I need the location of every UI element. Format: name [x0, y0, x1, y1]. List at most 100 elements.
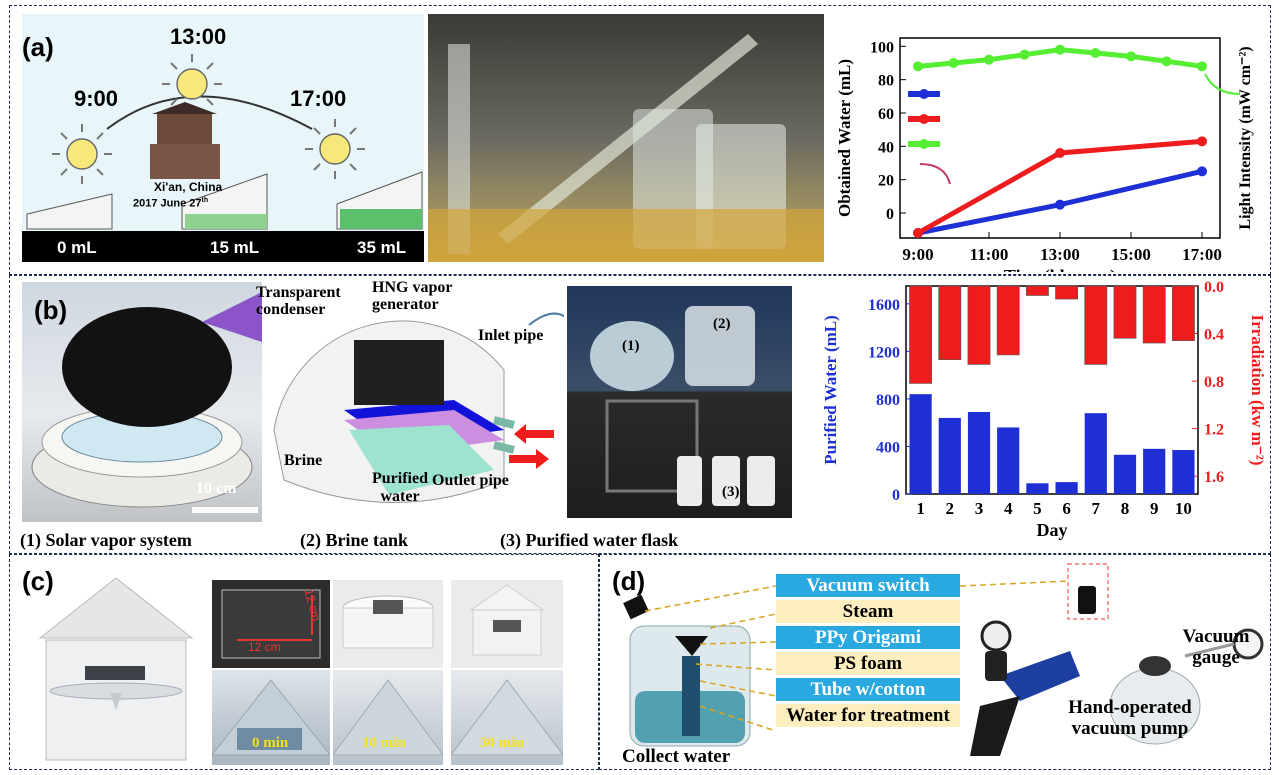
chart-b-bar-water: [1172, 450, 1195, 494]
tower-icon: [150, 102, 220, 179]
chart-b-x-tick-label: 7: [1092, 499, 1101, 518]
chart-a-y-tick-label: 20: [878, 173, 894, 190]
volume-label-35: 35 mL: [357, 238, 407, 257]
device-photo-1: [212, 580, 330, 668]
chart-b-bar-water: [1113, 454, 1137, 494]
chart-b-bar-irradiation: [1113, 285, 1137, 339]
item-ps-foam: PS foam: [776, 652, 960, 675]
item-vacuum-switch: Vacuum switch: [776, 574, 960, 597]
panel-d-frame: [599, 554, 1271, 770]
purified-label: Purified water: [372, 470, 428, 505]
photo-tag-3: (3): [722, 484, 740, 500]
chart-a-y-tick-label: 80: [878, 73, 894, 90]
field-setup-drawing: [590, 306, 775, 506]
chart-a-point: [1126, 51, 1136, 62]
photo-tag-2: (2): [713, 316, 731, 332]
chart-a-point: [1090, 48, 1101, 58]
chart-b-y-tick-label: 1200: [868, 344, 900, 361]
device-photo-2-drawing: [342, 595, 434, 649]
item-steam: Steam: [776, 600, 960, 623]
time-label-9: 9:00: [74, 86, 119, 111]
chart-b-bar-water: [1026, 483, 1049, 494]
chart-b-bar-water: [1084, 413, 1107, 494]
generator-label: HNG vapor generator: [372, 279, 453, 313]
cone-photo-1-drawing: [212, 679, 330, 756]
sun-schedule-illustration: [22, 14, 424, 262]
inlet-label: Inlet pipe: [478, 327, 544, 344]
chart-b-bar-irradiation: [967, 285, 991, 365]
device-photo-3: [451, 580, 563, 668]
panel-a-label: (a): [22, 32, 54, 62]
panel-d-drawing: [623, 563, 1264, 756]
brine-label: Brine: [284, 452, 323, 469]
chart-a-legend-marker: [919, 139, 929, 149]
sun-icon: [66, 68, 351, 170]
cone-photo-1: [212, 670, 330, 765]
cone-photo-2-drawing: [333, 679, 443, 756]
chart-b-y-tick-label: 400: [876, 439, 900, 456]
chart-b-xlabel: Day: [1037, 520, 1068, 540]
chart-b-bar-irradiation: [1055, 285, 1078, 300]
chart-a-x-tick-label: 15:00: [1111, 245, 1151, 264]
chart-b-y2-tick-label: 1.6: [1204, 469, 1224, 486]
caption-solar-vapor: (1) Solar vapor system: [20, 530, 192, 550]
chart-a-marks: 0 20 40 60 80 100 9:00 11:00 13:00 15:00 17:00 Time…: [835, 37, 1254, 272]
item-water-for-treatment: Water for treatment: [776, 704, 960, 727]
panel-a-frame: [9, 5, 1271, 275]
chart-a-x-tick-label: 13:00: [1040, 245, 1080, 264]
chart-b-marks: 1 2 3 4 5 6 7 8 9 10 0 400 800 1200 1600 0.0 0.4 0.8 1.2 1.…: [821, 279, 1267, 540]
cone-photo-3: [451, 670, 563, 765]
chart-b-y-tick-label: 0: [892, 487, 900, 504]
chart-a-point: [984, 54, 994, 65]
chart-b-ylabel: Purified Water (mL): [821, 315, 840, 465]
lab-photo-drawing: [428, 34, 824, 262]
sun-arc-drawing: [22, 54, 424, 262]
chart-b-ylabel2: Irradiation (kw m⁻²): [1248, 314, 1267, 465]
outlet-label: Outlet pipe: [432, 472, 509, 489]
caption-brine-tank: (2) Brine tank: [300, 530, 408, 550]
chart-a-ylabel2: Light Intensity (mW cm⁻²): [1237, 46, 1254, 229]
pump-label: Hand-operated vacuum pump: [1068, 697, 1192, 739]
chart-a-point: [913, 228, 923, 238]
chart-a-left-axis-arrow: [919, 163, 951, 185]
chart-b-bar-irradiation: [1026, 285, 1049, 296]
collect-water-label: Collect water: [622, 746, 731, 767]
chart-b-bar-water: [909, 394, 932, 494]
condenser-label: Transparent condenser: [256, 284, 341, 318]
time-label-30min: 30 min: [480, 735, 524, 751]
chart-b-x-tick-label: 8: [1121, 499, 1130, 518]
panel-c-frame: [9, 554, 599, 770]
chart-b-x-tick-label: 10: [1175, 499, 1192, 518]
item-tube-w-cotton: Tube w/cotton: [776, 678, 960, 701]
chart-a-legend-marker: [919, 114, 929, 124]
lab-photo: [428, 14, 824, 262]
chart-a-legend-marker: [919, 89, 929, 99]
chart-b: 1 2 3 4 5 6 7 8 9 10 0 400 800 1200 1600 0.0 0.4 0.8 1.2 1.…: [821, 279, 1267, 540]
chart-b-bar-water: [1055, 482, 1078, 494]
volume-label-0: 0 mL: [57, 238, 97, 257]
vacuum-pump-icon: [970, 620, 1080, 756]
chart-a-x-tick-label: 11:00: [970, 245, 1009, 264]
chart-b-y2-tick-label: 0.8: [1204, 374, 1224, 391]
chart-b-y2-tick-label: 0.0: [1204, 279, 1224, 296]
time-label-0min: 0 min: [252, 735, 289, 751]
chart-b-x-tick-label: 1: [916, 499, 925, 518]
chart-b-x-tick-label: 3: [975, 499, 984, 518]
inlet-arrow-icon: [514, 424, 554, 444]
panel-c-label: (c): [22, 566, 54, 596]
chart-a-y-tick-label: 0: [886, 206, 894, 223]
outlet-arrow-icon: [509, 449, 549, 469]
solar-vapor-photo: [22, 282, 262, 522]
chart-b-bar-irradiation: [1172, 285, 1195, 341]
date-label: 2017 June 27th: [133, 197, 209, 210]
chart-a-x-tick-label: 9:00: [902, 245, 933, 264]
cone-render: [38, 578, 194, 761]
dim-label-width: 12 cm: [248, 640, 281, 654]
chart-b-bar-water: [1143, 448, 1166, 494]
device-photo-2: [333, 580, 443, 668]
chart-b-bar-irradiation: [1142, 285, 1166, 344]
item-ppy-origami: PPy Origami: [776, 626, 960, 649]
location-label: Xi'an, China: [154, 180, 223, 194]
chart-b-y-tick-label: 800: [876, 392, 900, 409]
chart-b-bar-water: [938, 417, 961, 494]
